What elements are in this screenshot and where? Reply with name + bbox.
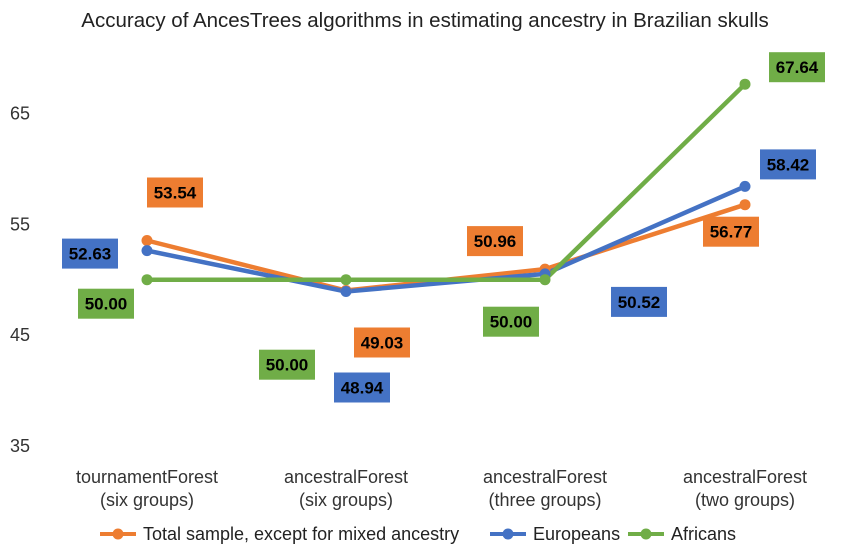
y-tick-label: 55	[10, 214, 30, 234]
data-label: 48.94	[341, 379, 384, 398]
data-label: 52.63	[69, 245, 112, 264]
data-label-box	[62, 238, 118, 269]
x-axis: tournamentForest (six groups) ancestralFor…	[76, 467, 807, 510]
data-label: 50.52	[618, 293, 661, 312]
series-lines	[144, 81, 748, 294]
data-label-box	[259, 349, 315, 380]
data-point	[739, 199, 751, 211]
data-label: 53.54	[154, 184, 197, 203]
series-line	[144, 81, 748, 282]
x-tick-label: ancestralForest (six groups)	[284, 467, 408, 510]
data-label-box	[78, 288, 134, 319]
x-tick-label: ancestralForest (two groups)	[683, 467, 807, 510]
legend-label: Total sample, except for mixed ancestry	[143, 524, 459, 544]
series-line	[144, 184, 748, 294]
data-label-box	[334, 372, 390, 403]
data-point	[141, 235, 153, 246]
data-label-box	[467, 226, 523, 257]
data-label: 50.00	[266, 356, 309, 375]
data-label: 49.03	[361, 334, 404, 353]
data-label-box	[769, 52, 825, 83]
data-label: 67.64	[776, 58, 819, 77]
data-point	[739, 78, 751, 90]
legend-label: Europeans	[533, 524, 620, 544]
data-label: 50.00	[490, 313, 533, 332]
chart-title: Accuracy of AncesTrees algorithms in est…	[81, 9, 768, 32]
data-label-box	[703, 216, 759, 247]
legend-swatch-marker	[112, 528, 124, 540]
data-point	[141, 245, 153, 257]
data-label: 56.77	[710, 223, 753, 242]
x-tick-label: ancestralForest (three groups)	[483, 467, 607, 510]
data-labels: 53.54 49.03 50.96 56.77 52.63 48.94 50.52 58.42…	[62, 52, 825, 403]
x-tick-label: tournamentForest (six groups)	[76, 467, 218, 510]
data-point	[340, 286, 352, 297]
data-label-box	[483, 306, 539, 337]
legend-swatch-marker	[640, 528, 652, 540]
data-point	[141, 274, 153, 286]
series-points	[141, 78, 751, 297]
data-label: 50.00	[85, 295, 128, 314]
data-point	[340, 274, 352, 286]
data-label-box	[354, 327, 410, 358]
data-label-box	[147, 177, 203, 208]
data-label-box	[760, 149, 816, 180]
legend-swatch-marker	[502, 528, 514, 540]
data-label-box	[611, 286, 667, 317]
y-axis: 35 45 55 65	[10, 103, 30, 456]
data-point	[739, 180, 751, 192]
legend-label: Africans	[671, 524, 736, 544]
y-tick-label: 65	[10, 103, 30, 123]
y-tick-label: 35	[10, 436, 30, 456]
data-point	[539, 274, 551, 286]
data-label: 50.96	[474, 232, 517, 251]
y-tick-label: 45	[10, 325, 30, 345]
legend: Total sample, except for mixed ancestry E…	[100, 524, 736, 544]
data-label: 58.42	[767, 155, 810, 174]
